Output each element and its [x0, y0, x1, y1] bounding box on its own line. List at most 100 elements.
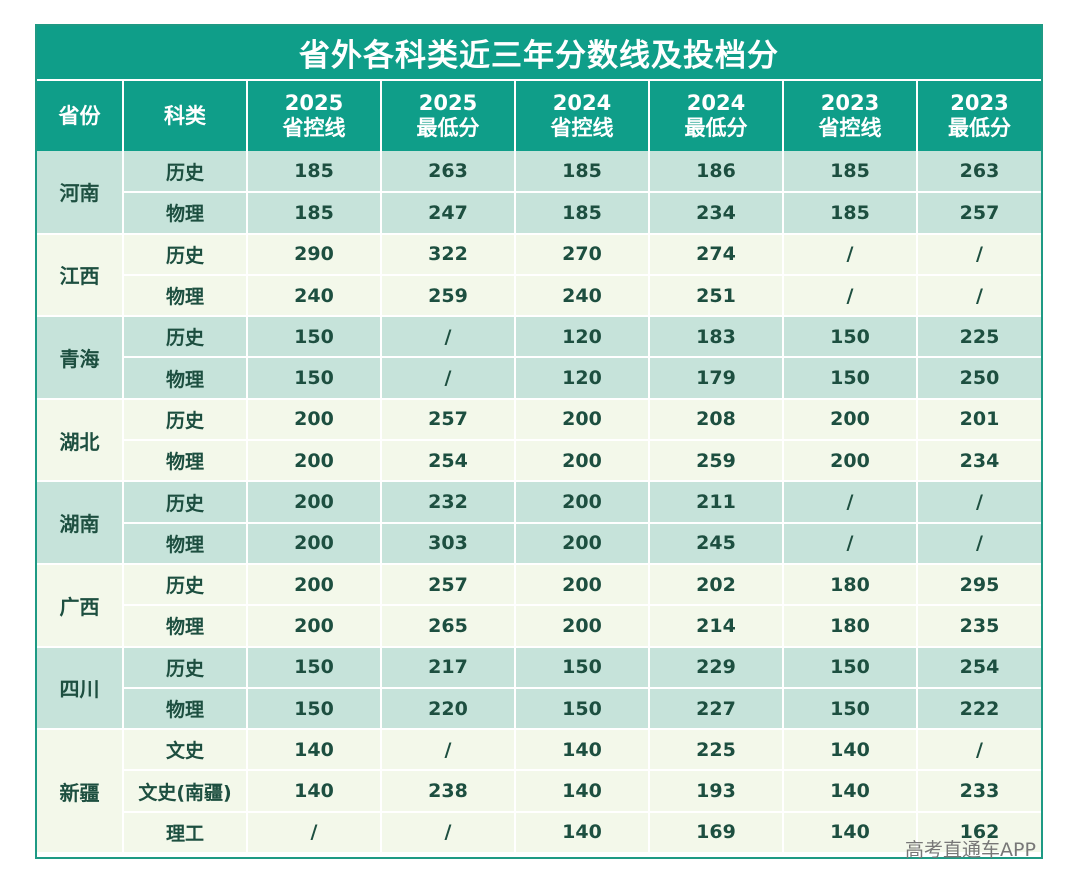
- score-cell: 240: [247, 274, 382, 318]
- subject-cell: 物理: [123, 192, 248, 235]
- score-cell: /: [917, 729, 1041, 772]
- score-cell: 235: [917, 605, 1041, 648]
- score-cell: 257: [917, 192, 1041, 235]
- header-cell: 2025 省控线: [247, 81, 382, 151]
- score-cell: 162: [917, 811, 1041, 855]
- score-cell: 150: [783, 357, 918, 400]
- score-cell: /: [381, 316, 516, 359]
- score-cell: 150: [247, 357, 382, 400]
- score-cell: 140: [783, 770, 918, 813]
- table-row: 湖南 历史 200 232 200 211//: [37, 481, 1041, 565]
- score-cell: 120: [515, 357, 650, 400]
- header-cell: 2024 省控线: [515, 81, 650, 151]
- score-cell: 259: [381, 274, 516, 318]
- table-row: 物理 200 303 200 245//: [37, 522, 1041, 565]
- table-row: 河南 历史 185 263 185 186 185 263: [37, 151, 1041, 235]
- score-cell: 200: [515, 522, 650, 565]
- score-cell: 225: [917, 316, 1041, 359]
- watermark-text: 高考直通车APP: [905, 839, 1036, 861]
- score-cell: 140: [247, 770, 382, 813]
- subject-cell: 历史: [123, 316, 248, 359]
- score-cell: 254: [917, 646, 1041, 689]
- score-cell: 150: [247, 687, 382, 731]
- table-title: 省外各科类近三年分数线及投档分: [37, 26, 1041, 81]
- score-cell: 211: [649, 481, 784, 524]
- score-cell: /: [783, 233, 918, 276]
- score-cell: /: [917, 481, 1041, 524]
- subject-cell: 历史: [123, 233, 248, 276]
- score-cell: 185: [515, 151, 650, 194]
- score-cell: 222: [917, 687, 1041, 731]
- score-cell: 245: [649, 522, 784, 565]
- table-body: 河南 历史 185 263 185 186 185 263 物理 185 247 185 234 185 2…: [37, 151, 1041, 855]
- province-cell: 广西: [37, 563, 124, 648]
- table-row: 新疆 文史 140/140 225 140/: [37, 729, 1041, 855]
- score-cell: 140: [247, 729, 382, 772]
- score-cell: 169: [649, 811, 784, 855]
- subject-cell: 文史(南疆): [123, 770, 248, 813]
- score-cell: 150: [247, 646, 382, 689]
- score-cell: 263: [381, 151, 516, 194]
- score-cell: 225: [649, 729, 784, 772]
- score-cell: 240: [515, 274, 650, 318]
- score-cell: 150: [515, 646, 650, 689]
- score-cell: 185: [783, 192, 918, 235]
- score-cell: 185: [247, 192, 382, 235]
- table-row: 物理 150/120 179 150 250: [37, 357, 1041, 400]
- table-row: 物理 185 247 185 234 185 257: [37, 192, 1041, 235]
- table-row: 江西 历史 290 322 270 274//: [37, 233, 1041, 318]
- score-cell: 140: [783, 811, 918, 855]
- table-row: 广西 历史 200 257 200 202 180 295: [37, 563, 1041, 648]
- score-cell: 200: [783, 398, 918, 442]
- score-cell: 217: [381, 646, 516, 689]
- province-cell: 湖南: [37, 481, 124, 565]
- header-cell: 2025 最低分: [381, 81, 516, 151]
- score-cell: 183: [649, 316, 784, 359]
- table-row: 文史(南疆) 140 238 140 193 140 233: [37, 770, 1041, 813]
- score-cell: /: [783, 481, 918, 524]
- score-cell: 303: [381, 522, 516, 565]
- subject-cell: 物理: [123, 605, 248, 648]
- header-row: 省份 科类 2025 省控线 2025 最低分 2024 省控线 2024 最低分 20…: [37, 81, 1041, 151]
- score-cell: /: [917, 233, 1041, 276]
- province-cell: 湖北: [37, 398, 124, 483]
- score-cell: 322: [381, 233, 516, 276]
- header-cell: 2023 最低分: [917, 81, 1041, 151]
- table-row: 物理 200 265 200 214 180 235: [37, 605, 1041, 648]
- province-cell: 青海: [37, 316, 124, 400]
- score-cell: 274: [649, 233, 784, 276]
- score-cell: 233: [917, 770, 1041, 813]
- table-row: 物理 240 259 240 251//: [37, 274, 1041, 318]
- score-cell: 200: [515, 563, 650, 607]
- score-table-card: 省外各科类近三年分数线及投档分 省份 科类 2025 省控线 2025 最低分 20…: [35, 24, 1043, 859]
- score-cell: 257: [381, 398, 516, 442]
- score-cell: 270: [515, 233, 650, 276]
- score-cell: 214: [649, 605, 784, 648]
- score-cell: 140: [515, 729, 650, 772]
- score-cell: 200: [783, 440, 918, 483]
- score-cell: /: [917, 522, 1041, 565]
- score-cell: 201: [917, 398, 1041, 442]
- score-cell: 200: [247, 481, 382, 524]
- score-cell: 208: [649, 398, 784, 442]
- subject-cell: 物理: [123, 687, 248, 731]
- score-cell: 295: [917, 563, 1041, 607]
- subject-cell: 物理: [123, 274, 248, 318]
- province-cell: 江西: [37, 233, 124, 318]
- score-cell: 186: [649, 151, 784, 194]
- score-cell: 254: [381, 440, 516, 483]
- score-cell: 265: [381, 605, 516, 648]
- score-cell: /: [917, 274, 1041, 318]
- subject-cell: 物理: [123, 357, 248, 400]
- score-cell: 200: [247, 440, 382, 483]
- subject-cell: 物理: [123, 522, 248, 565]
- score-cell: 238: [381, 770, 516, 813]
- score-cell: 232: [381, 481, 516, 524]
- score-cell: 193: [649, 770, 784, 813]
- score-cell: 140: [515, 811, 650, 855]
- score-cell: 150: [515, 687, 650, 731]
- score-cell: /: [381, 357, 516, 400]
- subject-cell: 历史: [123, 151, 248, 194]
- score-cell: 179: [649, 357, 784, 400]
- table-row: 物理 200 254 200 259 200 234: [37, 440, 1041, 483]
